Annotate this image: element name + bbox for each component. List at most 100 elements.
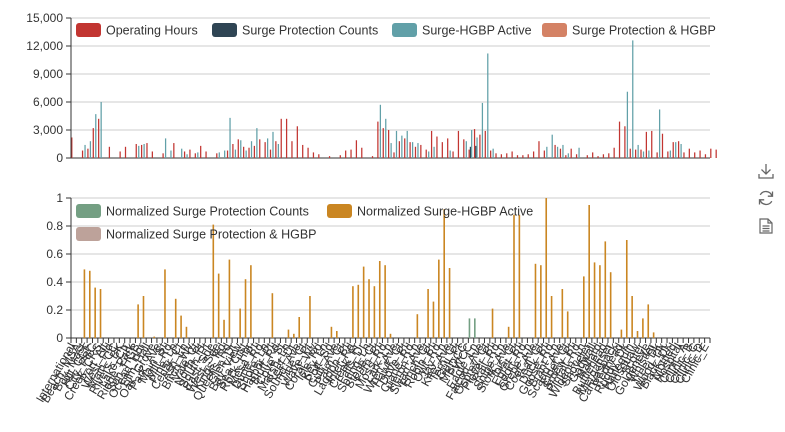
bar[interactable] — [216, 153, 218, 158]
legend-item[interactable]: Surge Protection & HGBP — [542, 23, 716, 38]
bar[interactable] — [384, 265, 386, 338]
bar[interactable] — [388, 130, 390, 158]
bar[interactable] — [624, 126, 626, 158]
bar[interactable] — [516, 155, 519, 158]
bar[interactable] — [556, 146, 559, 158]
bar[interactable] — [631, 296, 633, 338]
legend-item[interactable]: Surge Protection Counts — [212, 23, 378, 38]
bar[interactable] — [475, 145, 477, 158]
bar[interactable] — [511, 151, 513, 158]
bar[interactable] — [409, 142, 411, 158]
bar[interactable] — [229, 117, 231, 158]
bar[interactable] — [180, 315, 182, 338]
bar[interactable] — [81, 150, 84, 158]
bar[interactable] — [119, 151, 121, 158]
bar[interactable] — [551, 134, 553, 158]
download-icon[interactable] — [758, 163, 774, 179]
bar[interactable] — [430, 130, 433, 158]
bar[interactable] — [244, 279, 247, 338]
bar[interactable] — [318, 154, 320, 158]
bar[interactable] — [602, 154, 605, 158]
bar[interactable] — [570, 148, 572, 158]
bar[interactable] — [411, 142, 414, 158]
bar[interactable] — [597, 156, 599, 158]
bar[interactable] — [513, 214, 515, 338]
bar[interactable] — [393, 152, 395, 158]
bar[interactable] — [618, 121, 621, 158]
bar[interactable] — [250, 265, 252, 338]
bar[interactable] — [218, 152, 220, 158]
bar[interactable] — [153, 336, 156, 338]
bar[interactable] — [275, 141, 277, 158]
bar[interactable] — [398, 141, 400, 158]
bar[interactable] — [88, 270, 91, 338]
bar[interactable] — [672, 142, 674, 158]
bar[interactable] — [298, 317, 301, 338]
bar[interactable] — [567, 153, 569, 158]
bar[interactable] — [368, 279, 370, 338]
bar[interactable] — [271, 293, 274, 338]
bar[interactable] — [382, 128, 384, 158]
bar[interactable] — [92, 128, 94, 158]
bar[interactable] — [84, 144, 86, 158]
bar[interactable] — [522, 155, 524, 158]
bar[interactable] — [142, 296, 145, 338]
bar[interactable] — [432, 301, 435, 338]
legend-item[interactable]: Normalized Surge Protection Counts — [76, 204, 309, 219]
bar[interactable] — [181, 148, 183, 158]
bar[interactable] — [269, 149, 272, 158]
bar[interactable] — [704, 154, 707, 158]
bar[interactable] — [140, 144, 143, 158]
bar[interactable] — [656, 152, 658, 158]
bar[interactable] — [599, 265, 601, 338]
bar[interactable] — [173, 143, 175, 158]
bar[interactable] — [194, 153, 196, 158]
bar[interactable] — [565, 155, 567, 158]
bar[interactable] — [543, 150, 545, 158]
bar[interactable] — [256, 128, 258, 158]
legend-item[interactable]: Surge-HGBP Active — [392, 23, 532, 38]
bar[interactable] — [296, 126, 298, 158]
bar[interactable] — [98, 118, 100, 158]
bar[interactable] — [550, 296, 553, 338]
bar[interactable] — [414, 146, 417, 158]
bar[interactable] — [683, 152, 685, 158]
bar[interactable] — [280, 118, 282, 158]
bar[interactable] — [143, 144, 145, 158]
bar[interactable] — [688, 148, 690, 158]
bar[interactable] — [586, 155, 588, 158]
bar[interactable] — [302, 144, 304, 158]
bar[interactable] — [243, 146, 245, 158]
bar[interactable] — [471, 130, 473, 158]
bar[interactable] — [205, 151, 207, 158]
bar[interactable] — [436, 136, 438, 158]
bar[interactable] — [87, 148, 89, 158]
bar[interactable] — [200, 145, 202, 158]
bar[interactable] — [226, 150, 229, 158]
bar[interactable] — [373, 286, 376, 338]
bar[interactable] — [640, 149, 642, 158]
bar[interactable] — [491, 308, 494, 338]
bar[interactable] — [259, 139, 261, 158]
bar[interactable] — [189, 149, 191, 158]
bar[interactable] — [406, 130, 408, 158]
bar[interactable] — [645, 131, 647, 158]
bar[interactable] — [578, 147, 580, 158]
bar[interactable] — [264, 142, 266, 158]
bar[interactable] — [277, 144, 279, 158]
bar[interactable] — [469, 146, 472, 158]
bar[interactable] — [473, 129, 476, 158]
bar[interactable] — [675, 142, 677, 158]
bar[interactable] — [164, 138, 167, 158]
bar[interactable] — [267, 138, 269, 158]
bar[interactable] — [545, 198, 548, 338]
bar[interactable] — [500, 154, 503, 158]
bar[interactable] — [328, 156, 331, 158]
bar[interactable] — [237, 139, 239, 158]
bar[interactable] — [680, 144, 682, 158]
bar[interactable] — [162, 153, 164, 158]
bar[interactable] — [648, 150, 650, 158]
bar[interactable] — [378, 261, 381, 338]
bar[interactable] — [532, 151, 535, 158]
bar[interactable] — [186, 154, 188, 158]
